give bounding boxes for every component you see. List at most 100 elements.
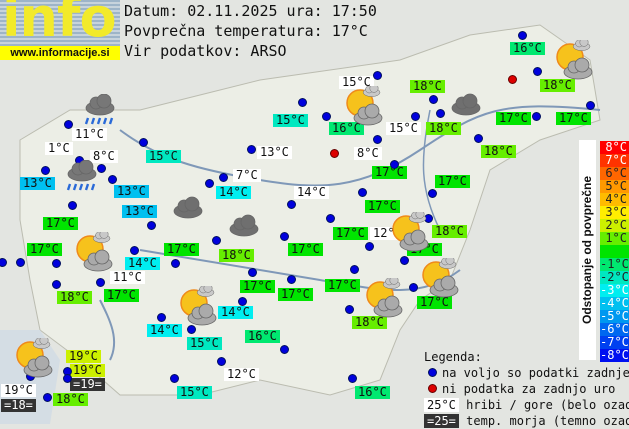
station-temperature: 13°C bbox=[122, 205, 157, 218]
station-dot[interactable] bbox=[63, 374, 72, 383]
station-dot[interactable] bbox=[219, 173, 228, 182]
station-missing-dot[interactable] bbox=[330, 149, 339, 158]
station-dot[interactable] bbox=[436, 109, 445, 118]
station-temperature: 14°C bbox=[294, 186, 329, 199]
station-temperature: 18°C bbox=[540, 79, 575, 92]
station-dot[interactable] bbox=[139, 138, 148, 147]
station-dot[interactable] bbox=[322, 112, 331, 121]
station-temperature: =19= bbox=[70, 378, 105, 391]
river bbox=[139, 249, 461, 291]
station-temperature: 13°C bbox=[114, 185, 149, 198]
scale-step: 1°C bbox=[600, 232, 629, 245]
scale-step: -3°C bbox=[600, 283, 629, 297]
station-dot[interactable] bbox=[358, 188, 367, 197]
cloud-icon bbox=[446, 92, 486, 122]
station-dot[interactable] bbox=[409, 283, 418, 292]
station-dot[interactable] bbox=[170, 374, 179, 383]
station-dot[interactable] bbox=[97, 164, 106, 173]
station-temperature: 17°C bbox=[278, 288, 313, 301]
station-dot[interactable] bbox=[287, 275, 296, 284]
station-dot[interactable] bbox=[350, 265, 359, 274]
scale-step: 6°C bbox=[600, 167, 629, 180]
station-temperature: 17°C bbox=[164, 243, 199, 256]
station-missing-dot[interactable] bbox=[508, 75, 517, 84]
station-dot[interactable] bbox=[280, 232, 289, 241]
station-temperature: 16°C bbox=[245, 330, 280, 343]
station-dot[interactable] bbox=[64, 120, 73, 129]
station-dot[interactable] bbox=[96, 278, 105, 287]
station-dot[interactable] bbox=[373, 71, 382, 80]
station-temperature: 18°C bbox=[352, 316, 387, 329]
scale-title: Odstopanje od povprečne temperature: bbox=[579, 140, 611, 360]
station-temperature: 15°C bbox=[386, 122, 421, 135]
station-dot[interactable] bbox=[0, 258, 7, 267]
station-dot[interactable] bbox=[373, 135, 382, 144]
station-dot[interactable] bbox=[533, 67, 542, 76]
station-dot[interactable] bbox=[157, 313, 166, 322]
station-temperature: 14°C bbox=[147, 324, 182, 337]
station-dot[interactable] bbox=[52, 259, 61, 268]
station-dot[interactable] bbox=[390, 160, 399, 169]
average-temperature: Povprečna temperatura: 17°C bbox=[124, 22, 368, 40]
station-temperature: 17°C bbox=[104, 289, 139, 302]
station-dot[interactable] bbox=[518, 31, 527, 40]
station-dot[interactable] bbox=[428, 189, 437, 198]
station-dot[interactable] bbox=[400, 256, 409, 265]
station-dot[interactable] bbox=[43, 393, 52, 402]
station-dot[interactable] bbox=[16, 258, 25, 267]
station-dot[interactable] bbox=[365, 242, 374, 251]
station-temperature: 19°C bbox=[66, 350, 101, 363]
scale-step: -5°C bbox=[600, 309, 629, 323]
legend-available-text: na voljo so podatki zadnje ure bbox=[442, 366, 629, 380]
station-dot[interactable] bbox=[147, 221, 156, 230]
station-dot[interactable] bbox=[41, 166, 50, 175]
station-temperature: 17°C bbox=[43, 217, 78, 230]
station-dot[interactable] bbox=[171, 259, 180, 268]
logo-word: info bbox=[2, 0, 117, 49]
legend-sea-text: temp. morja (temno ozadje) bbox=[466, 414, 629, 428]
station-dot[interactable] bbox=[280, 345, 289, 354]
scale-step: -8°C bbox=[600, 348, 629, 362]
station-dot[interactable] bbox=[429, 95, 438, 104]
scale-step: -4°C bbox=[600, 296, 629, 310]
station-temperature: 17°C bbox=[325, 279, 360, 292]
station-temperature: 17°C bbox=[240, 280, 275, 293]
partly-cloudy-icon bbox=[342, 83, 386, 130]
station-dot[interactable] bbox=[326, 214, 335, 223]
logo[interactable]: info www.informacije.si bbox=[0, 0, 120, 60]
station-dot[interactable] bbox=[238, 297, 247, 306]
station-dot[interactable] bbox=[345, 305, 354, 314]
station-dot[interactable] bbox=[52, 280, 61, 289]
station-dot[interactable] bbox=[298, 98, 307, 107]
scale-step: -7°C bbox=[600, 335, 629, 349]
station-temperature: 14°C bbox=[125, 257, 160, 270]
station-temperature: 16°C bbox=[355, 386, 390, 399]
station-temperature: 8°C bbox=[354, 147, 382, 160]
station-dot[interactable] bbox=[68, 201, 77, 210]
station-dot[interactable] bbox=[348, 374, 357, 383]
station-dot[interactable] bbox=[247, 145, 256, 154]
scale-step: 2°C bbox=[600, 219, 629, 232]
rain-cloud-icon bbox=[82, 93, 118, 132]
station-dot[interactable] bbox=[287, 200, 296, 209]
station-dot[interactable] bbox=[205, 179, 214, 188]
scale-step: -1°C bbox=[600, 257, 629, 271]
station-dot[interactable] bbox=[187, 325, 196, 334]
station-dot[interactable] bbox=[108, 175, 117, 184]
station-dot[interactable] bbox=[130, 246, 139, 255]
station-dot[interactable] bbox=[248, 268, 257, 277]
legend-missing: ni podatka za zadnjo uro bbox=[424, 381, 629, 397]
station-dot[interactable] bbox=[217, 357, 226, 366]
station-dot[interactable] bbox=[474, 134, 483, 143]
scale-step: 8°C bbox=[600, 141, 629, 154]
station-dot[interactable] bbox=[586, 101, 595, 110]
station-dot[interactable] bbox=[411, 112, 420, 121]
station-temperature: 17°C bbox=[435, 175, 470, 188]
station-dot[interactable] bbox=[212, 236, 221, 245]
station-dot[interactable] bbox=[532, 112, 541, 121]
station-temperature: 17°C bbox=[496, 112, 531, 125]
station-temperature: 7°C bbox=[233, 169, 261, 182]
station-temperature: 19°C bbox=[70, 364, 105, 377]
logo-url[interactable]: www.informacije.si bbox=[0, 46, 120, 60]
river bbox=[99, 299, 116, 361]
